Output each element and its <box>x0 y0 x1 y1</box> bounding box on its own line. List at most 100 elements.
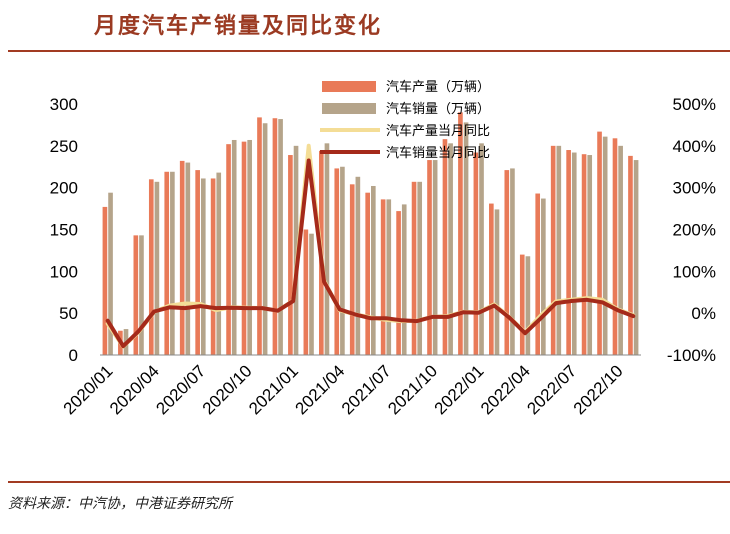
legend-swatch <box>322 103 376 114</box>
x-tick-label: 2022/10 <box>570 361 627 418</box>
production-bar <box>102 206 108 355</box>
production-bar <box>148 179 154 355</box>
sales-bar <box>309 233 314 355</box>
sales-bar <box>247 139 252 355</box>
x-tick-label: 2021/04 <box>292 361 349 418</box>
right-tick-label: -100% <box>667 346 716 365</box>
production-bar <box>473 152 479 355</box>
production-bar <box>365 192 370 355</box>
production-bar <box>288 155 293 355</box>
legend-label: 汽车销量（万辆） <box>386 101 490 117</box>
sales-bar <box>278 119 283 355</box>
right-tick-label: 300% <box>673 179 716 198</box>
x-tick-label: 2021/01 <box>245 361 302 418</box>
sales-bar <box>170 171 175 355</box>
sales-bar <box>401 204 407 355</box>
chart-title: 月度汽车产销量及同比变化 <box>94 13 383 39</box>
sales-bar <box>324 143 330 355</box>
production-bar <box>272 118 278 356</box>
sales-bar <box>525 256 531 355</box>
sales-bar <box>340 166 345 355</box>
sales-bar <box>139 235 144 355</box>
sales-bar <box>432 160 438 355</box>
production-bar <box>550 145 556 355</box>
production-bar <box>179 160 185 355</box>
sales-bar <box>154 181 160 355</box>
left-tick-label: 150 <box>50 221 78 240</box>
x-tick-label: 2021/10 <box>384 361 441 418</box>
x-axis-ticks: 2020/012020/042020/072020/102021/012021/… <box>60 361 627 418</box>
sales-bar <box>293 145 299 355</box>
production-bar <box>195 170 200 355</box>
right-tick-label: 500% <box>673 95 716 114</box>
production-bar <box>210 178 216 355</box>
production-bar <box>566 150 571 355</box>
production-bar <box>396 211 401 355</box>
sales-bar <box>556 145 562 355</box>
sales-bar <box>479 143 484 355</box>
production-bar <box>334 168 340 355</box>
legend-label: 汽车销量当月同比 <box>386 145 490 161</box>
production-bar <box>380 199 386 355</box>
sales-bar <box>200 178 206 355</box>
left-tick-label: 100 <box>50 262 78 281</box>
sales-bar <box>602 136 608 355</box>
production-bar <box>628 155 633 355</box>
sales-bar <box>463 122 469 355</box>
production-bar <box>133 235 139 355</box>
production-bar <box>442 139 448 355</box>
production-bar <box>411 181 417 355</box>
right-tick-label: 0% <box>691 304 716 323</box>
x-tick-label: 2021/07 <box>338 361 395 418</box>
sales-bar <box>185 162 191 355</box>
production-bar <box>164 171 170 355</box>
left-tick-label: 200 <box>50 179 78 198</box>
left-axis: 0 50 100 150 200 250 300 <box>50 95 78 365</box>
production-bar <box>226 144 231 355</box>
sales-bar <box>510 168 515 355</box>
production-bar <box>597 131 602 355</box>
footer-rule <box>8 481 730 483</box>
sales-bar <box>108 192 113 355</box>
production-bar <box>581 154 587 355</box>
combo-chart: 0 50 100 150 200 250 300 -100% 0% 100% 200% 300% 40… <box>50 79 716 418</box>
sales-bar <box>216 172 222 355</box>
legend-swatch <box>322 81 376 92</box>
production-bar <box>427 160 432 355</box>
sales-bar <box>633 160 639 355</box>
sales-bar <box>262 123 268 355</box>
left-tick-label: 0 <box>69 346 78 365</box>
right-tick-label: 200% <box>673 221 716 240</box>
sales-bar <box>571 152 577 355</box>
production-bar <box>504 170 510 355</box>
sales-bar <box>541 198 546 355</box>
sales-bar <box>494 209 500 355</box>
x-tick-label: 2020/01 <box>60 361 117 418</box>
left-tick-label: 50 <box>59 304 78 323</box>
left-tick-label: 250 <box>50 137 78 156</box>
sales-bar <box>618 145 623 355</box>
source-note: 资料来源：中汽协，中港证券研究所 <box>8 496 232 512</box>
title-rule <box>8 50 730 52</box>
production-bar <box>303 229 309 355</box>
x-tick-label: 2020/07 <box>152 361 209 418</box>
sales-bar <box>355 176 361 355</box>
x-tick-label: 2020/04 <box>106 361 163 418</box>
sales-bar <box>417 181 423 355</box>
production-bar <box>349 184 355 355</box>
production-bar <box>241 141 247 355</box>
sales-yoy-line <box>105 158 636 349</box>
left-tick-label: 300 <box>50 95 78 114</box>
x-tick-label: 2022/01 <box>431 361 488 418</box>
x-tick-label: 2022/07 <box>523 361 580 418</box>
sales-bar <box>587 155 593 355</box>
production-bar <box>489 203 494 355</box>
sales-bar <box>371 185 376 355</box>
production-bar <box>519 254 525 355</box>
sales-bar <box>386 199 392 355</box>
right-axis: -100% 0% 100% 200% 300% 400% 500% <box>667 95 716 365</box>
production-bar <box>458 112 463 355</box>
legend-label: 汽车产量（万辆） <box>386 79 490 95</box>
sales-bar <box>231 139 237 355</box>
